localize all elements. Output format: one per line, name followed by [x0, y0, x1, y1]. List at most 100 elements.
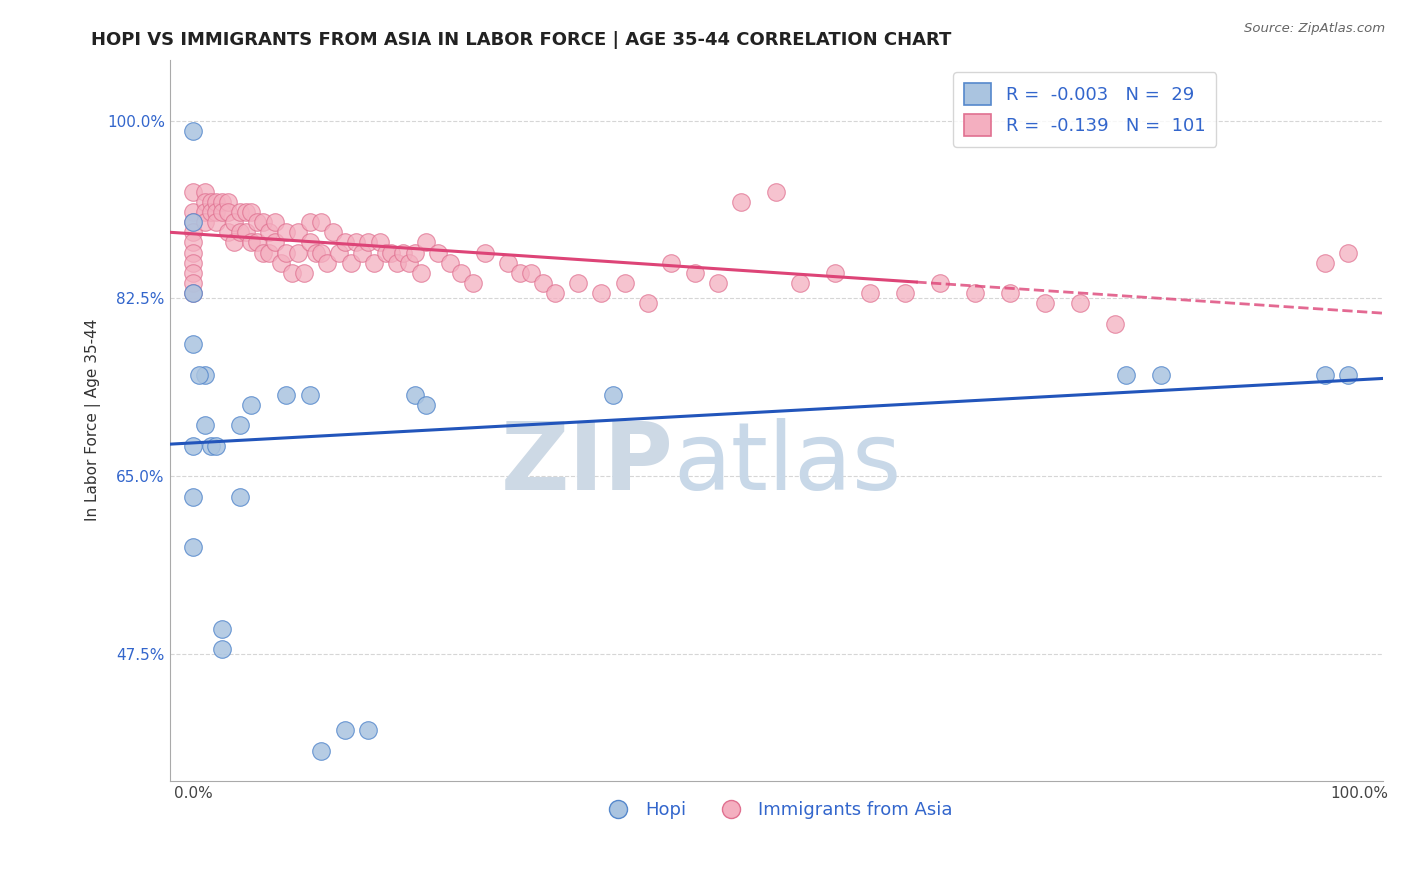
Point [602, 388, 624, 402]
Point [311, 245, 333, 260]
Point [252, 215, 274, 229]
Point [205, 215, 228, 229]
Point [374, 245, 396, 260]
Point [357, 235, 380, 250]
Point [1104, 317, 1126, 331]
Point [222, 215, 245, 229]
Point [181, 225, 204, 239]
Point [824, 266, 846, 280]
Point [1033, 296, 1056, 310]
Point [181, 286, 204, 301]
Point [450, 266, 472, 280]
Point [333, 235, 356, 250]
Point [1069, 296, 1091, 310]
Point [194, 418, 217, 433]
Point [683, 266, 706, 280]
Point [567, 276, 589, 290]
Point [263, 215, 285, 229]
Point [765, 185, 787, 199]
Point [339, 256, 361, 270]
Text: atlas: atlas [673, 417, 901, 509]
Point [228, 418, 250, 433]
Point [363, 256, 385, 270]
Point [228, 225, 250, 239]
Point [404, 388, 426, 402]
Point [181, 266, 204, 280]
Point [211, 641, 233, 656]
Point [228, 490, 250, 504]
Point [181, 235, 204, 250]
Legend: Hopi, Immigrants from Asia: Hopi, Immigrants from Asia [592, 794, 960, 826]
Point [217, 205, 239, 219]
Point [316, 256, 339, 270]
Point [415, 235, 437, 250]
Point [217, 194, 239, 209]
Point [730, 194, 752, 209]
Point [1150, 368, 1173, 382]
Point [298, 235, 321, 250]
Point [257, 245, 280, 260]
Point [194, 194, 217, 209]
Point [292, 266, 315, 280]
Text: ZIP: ZIP [501, 417, 673, 509]
Point [181, 286, 204, 301]
Point [222, 235, 245, 250]
Text: Source: ZipAtlas.com: Source: ZipAtlas.com [1244, 22, 1385, 36]
Y-axis label: In Labor Force | Age 35-44: In Labor Force | Age 35-44 [86, 319, 101, 522]
Point [211, 194, 233, 209]
Point [415, 398, 437, 412]
Point [228, 205, 250, 219]
Point [240, 235, 263, 250]
Point [181, 490, 204, 504]
Point [181, 541, 204, 555]
Point [1313, 368, 1336, 382]
Point [181, 256, 204, 270]
Point [187, 368, 209, 382]
Point [1115, 368, 1137, 382]
Point [789, 276, 811, 290]
Point [263, 235, 285, 250]
Point [200, 205, 222, 219]
Point [246, 235, 269, 250]
Point [181, 439, 204, 453]
Point [276, 245, 298, 260]
Point [333, 723, 356, 738]
Point [1337, 245, 1360, 260]
Point [398, 256, 420, 270]
Point [311, 215, 333, 229]
Point [281, 266, 304, 280]
Point [963, 286, 986, 301]
Point [509, 266, 531, 280]
Point [181, 215, 204, 229]
Point [304, 245, 326, 260]
Point [194, 205, 217, 219]
Point [368, 235, 391, 250]
Point [893, 286, 915, 301]
Point [474, 245, 496, 260]
Point [311, 743, 333, 757]
Point [240, 398, 263, 412]
Point [328, 245, 350, 260]
Point [211, 205, 233, 219]
Point [659, 256, 682, 270]
Point [357, 723, 380, 738]
Text: HOPI VS IMMIGRANTS FROM ASIA IN LABOR FORCE | AGE 35-44 CORRELATION CHART: HOPI VS IMMIGRANTS FROM ASIA IN LABOR FO… [91, 31, 952, 49]
Point [613, 276, 636, 290]
Point [181, 185, 204, 199]
Point [276, 225, 298, 239]
Point [181, 124, 204, 138]
Point [181, 276, 204, 290]
Point [707, 276, 730, 290]
Point [252, 245, 274, 260]
Point [181, 245, 204, 260]
Point [404, 245, 426, 260]
Point [352, 245, 374, 260]
Point [205, 439, 228, 453]
Point [298, 215, 321, 229]
Point [380, 245, 402, 260]
Point [427, 245, 450, 260]
Point [1313, 256, 1336, 270]
Point [200, 194, 222, 209]
Point [1337, 368, 1360, 382]
Point [181, 215, 204, 229]
